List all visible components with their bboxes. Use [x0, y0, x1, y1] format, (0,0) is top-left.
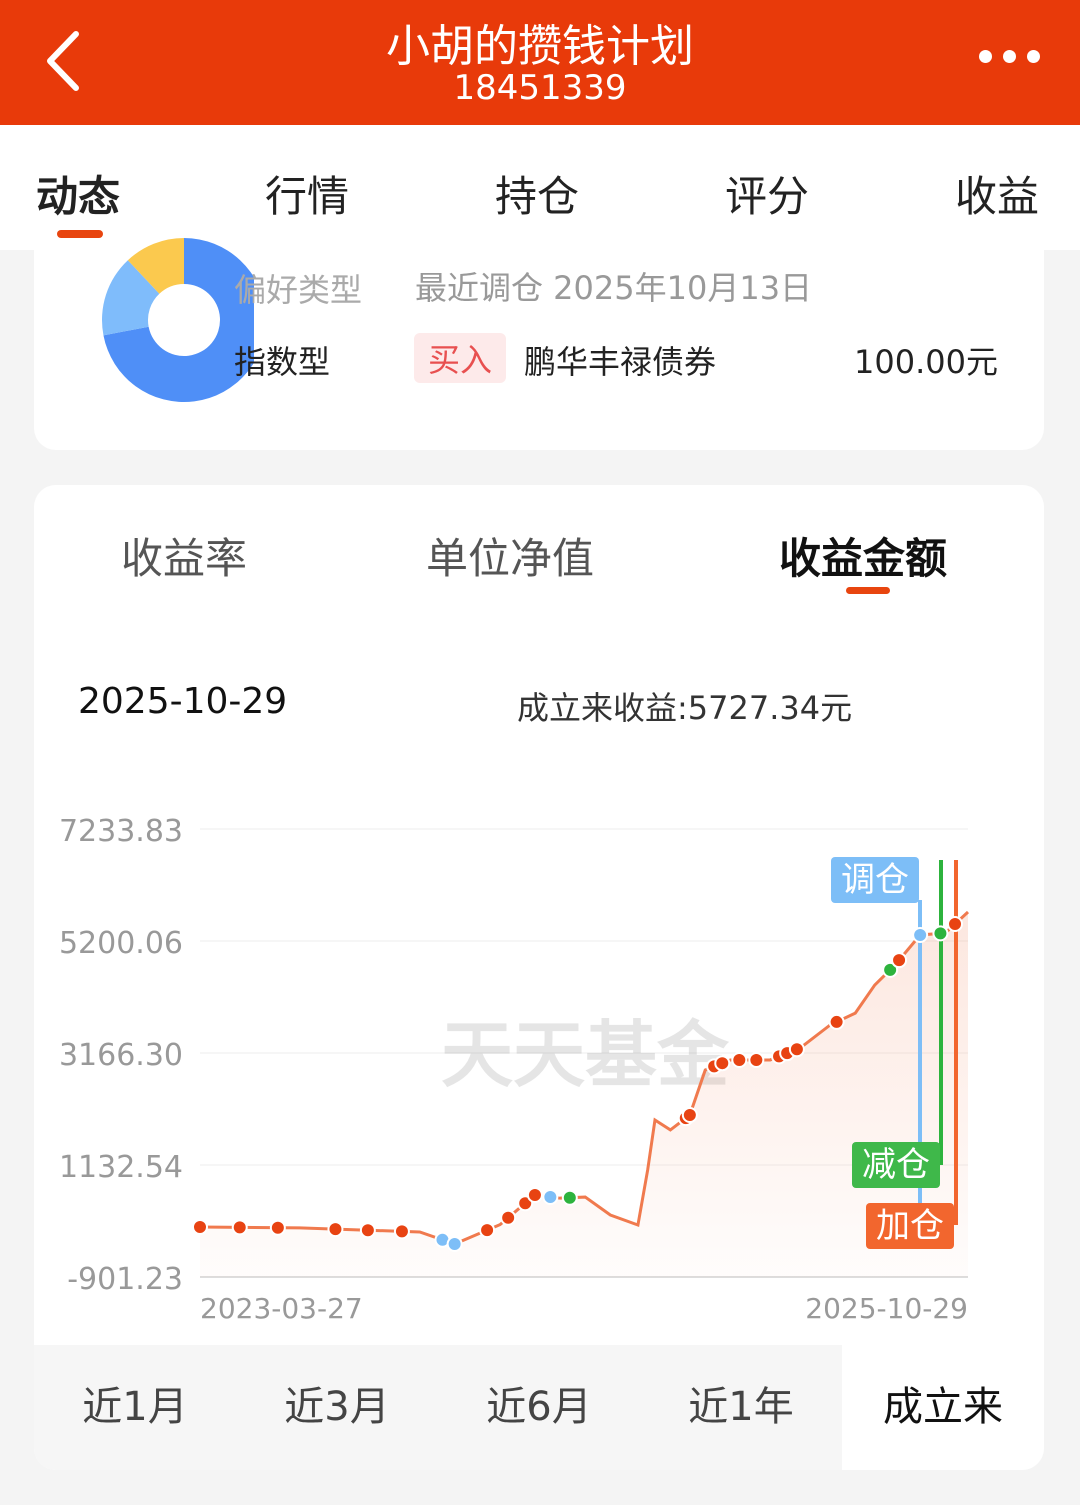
- adjust-marker: [542, 1188, 559, 1205]
- buy-marker: [731, 1051, 748, 1068]
- sell-marker: [882, 961, 899, 978]
- buy-marker: [681, 1107, 698, 1124]
- legend-sell: 减仓: [852, 1142, 940, 1188]
- period-1y[interactable]: 近1年: [688, 1384, 794, 1430]
- y-tick-label: 3166.30: [59, 1038, 183, 1073]
- sell-marker: [561, 1189, 578, 1206]
- page-title: 小胡的攒钱计划: [386, 21, 694, 72]
- tab-rating[interactable]: 评分: [725, 172, 810, 221]
- y-tick-label: 5200.06: [59, 926, 183, 961]
- buy-marker: [479, 1222, 496, 1239]
- area-fill: [200, 911, 968, 1277]
- buy-marker: [526, 1186, 543, 1203]
- buy-marker: [500, 1209, 517, 1226]
- legend-adjust: 调仓: [831, 857, 919, 903]
- tab-bar: 动态 行情 持仓 评分 收益: [0, 125, 1080, 250]
- sell-marker: [932, 925, 949, 942]
- tab-holdings[interactable]: 持仓: [495, 172, 580, 221]
- returns-chart-card: 收益率 单位净值 收益金额 2025-10-29 成立来收益:5727.34元 …: [34, 485, 1044, 1470]
- buy-marker: [714, 1055, 731, 1072]
- preference-donut-chart: [102, 238, 254, 402]
- donut-slice: [127, 238, 184, 294]
- tab-return-amount[interactable]: 收益金额: [779, 534, 948, 583]
- buy-marker: [231, 1219, 248, 1236]
- back-icon[interactable]: [40, 28, 90, 98]
- period-6m[interactable]: 近6月: [486, 1384, 592, 1430]
- donut-slice: [102, 260, 160, 336]
- trade-amount: 100.00元: [854, 343, 998, 381]
- tab-unit-nav[interactable]: 单位净值: [426, 534, 595, 583]
- plan-id: 18451339: [453, 68, 627, 108]
- buy-marker: [947, 916, 964, 933]
- tab-market[interactable]: 行情: [265, 172, 350, 221]
- preference-label: 偏好类型: [234, 271, 363, 309]
- period-selector: 近1月 近3月 近6月 近1年 成立来: [34, 1345, 1044, 1470]
- tab-returns[interactable]: 收益: [955, 172, 1040, 221]
- x-tick-label: 2025-10-29: [805, 1292, 968, 1325]
- buy-marker: [393, 1223, 410, 1240]
- preference-value: 指数型: [234, 343, 331, 381]
- watermark: 天天基金: [441, 1012, 730, 1097]
- y-tick-label: -901.23: [67, 1262, 183, 1297]
- buy-marker: [828, 1013, 845, 1030]
- top-bar: 小胡的攒钱计划 18451339: [0, 0, 1080, 125]
- buy-marker: [891, 952, 908, 969]
- buy-marker: [788, 1041, 805, 1058]
- period-since-inception[interactable]: 成立来: [842, 1345, 1044, 1470]
- summary-card: 偏好类型 指数型 最近调仓 2025年10月13日 买入 鹏华丰禄债券 100.…: [34, 238, 1044, 450]
- buy-marker: [748, 1051, 765, 1068]
- buy-badge: 买入: [414, 333, 507, 383]
- fund-name[interactable]: 鹏华丰禄债券: [524, 343, 717, 381]
- y-tick-label: 1132.54: [59, 1150, 183, 1185]
- more-icon[interactable]: [979, 50, 1040, 63]
- x-tick-label: 2023-03-27: [200, 1292, 363, 1325]
- buy-marker: [192, 1218, 208, 1235]
- tab-return-rate[interactable]: 收益率: [121, 534, 248, 583]
- recent-adjust-date: 最近调仓 2025年10月13日: [415, 269, 813, 307]
- period-1m[interactable]: 近1月: [82, 1384, 188, 1430]
- chart-tab-indicator: [846, 587, 890, 594]
- donut-slice: [103, 238, 254, 402]
- tab-dynamics[interactable]: 动态: [36, 172, 121, 221]
- adjust-marker: [446, 1236, 463, 1253]
- adjust-marker: [912, 927, 929, 944]
- period-3m[interactable]: 近3月: [284, 1384, 390, 1430]
- readout-total-return: 成立来收益:5727.34元: [517, 689, 853, 727]
- buy-marker: [327, 1221, 344, 1238]
- buy-marker: [359, 1222, 376, 1239]
- buy-marker: [269, 1219, 286, 1236]
- legend-buy: 加仓: [866, 1203, 954, 1249]
- returns-line-chart[interactable]: 7233.83 5200.06 3166.30 1132.54 -901.23 2023-…: [34, 485, 1044, 1470]
- tab-indicator: [57, 230, 103, 238]
- readout-date: 2025-10-29: [78, 681, 288, 722]
- y-tick-label: 7233.83: [59, 814, 183, 849]
